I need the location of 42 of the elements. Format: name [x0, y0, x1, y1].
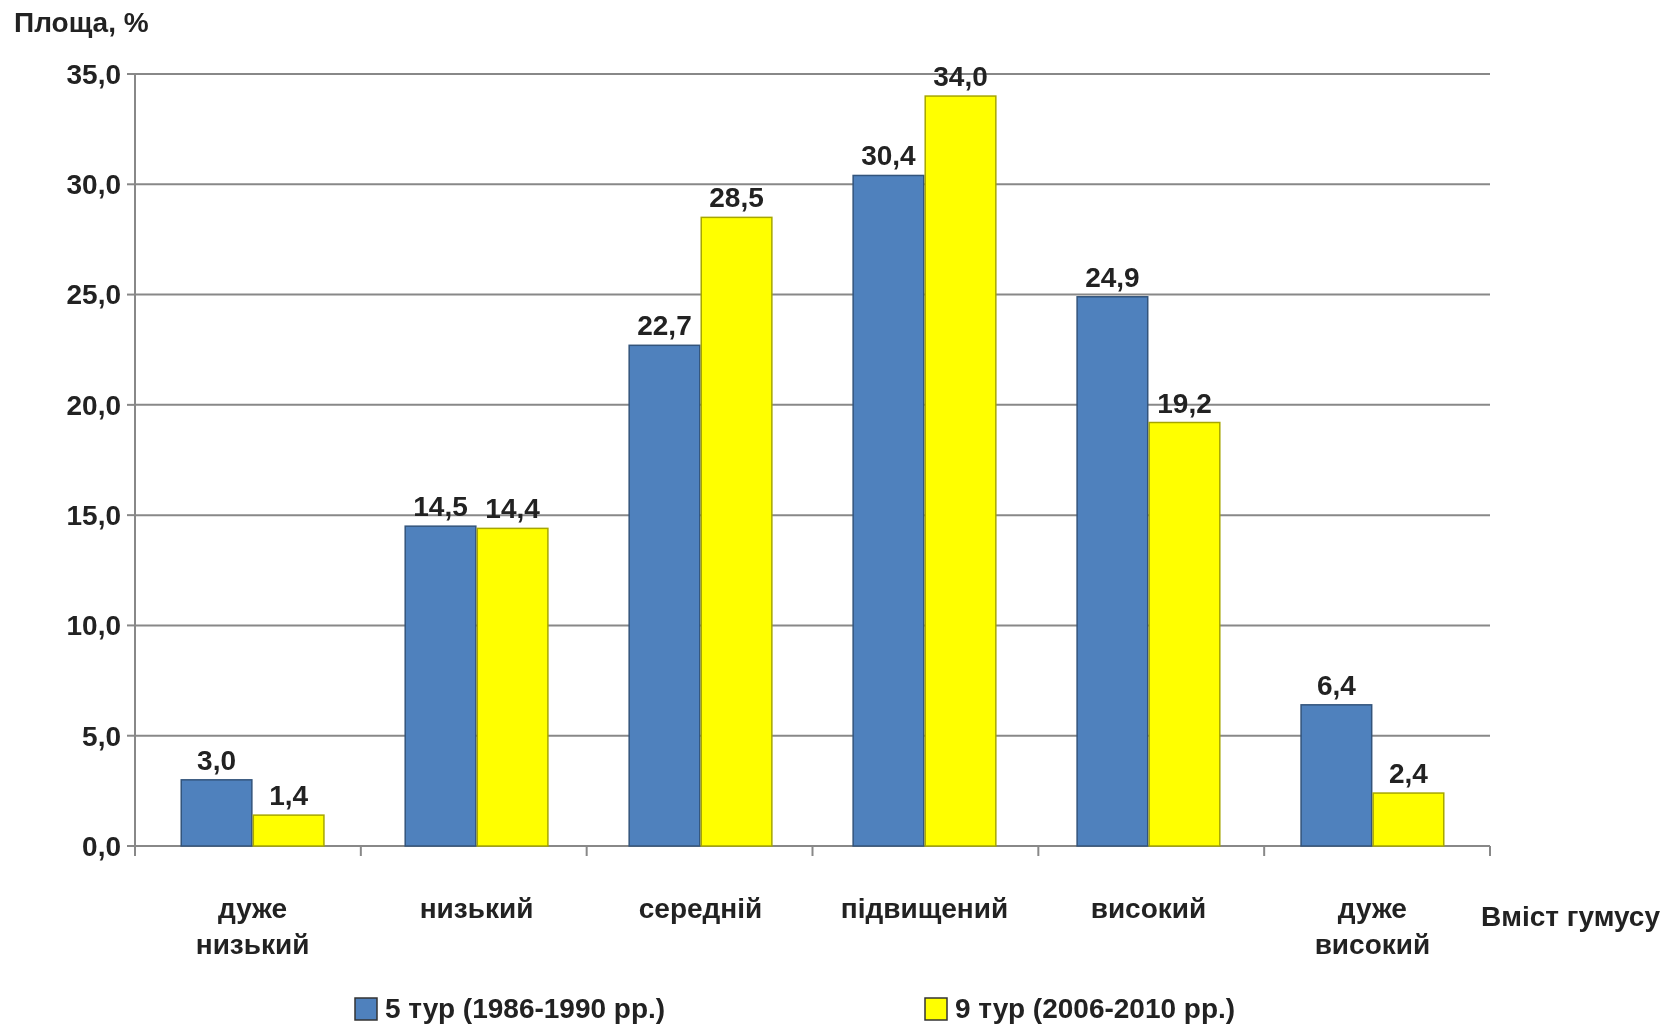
bar	[1372, 792, 1445, 847]
legend-label: 9 тур (2006-2010 рр.)	[955, 993, 1236, 1024]
bar	[252, 814, 325, 847]
data-label: 14,4	[485, 493, 541, 525]
x-tick-label: дуже низький	[195, 893, 310, 960]
bar	[1076, 296, 1149, 847]
y-tick-label: 10,0	[66, 610, 121, 642]
y-axis-title: Площа, %	[14, 7, 149, 38]
data-label: 30,4	[861, 140, 917, 172]
legend-label: 5 тур (1986-1990 рр.)	[385, 993, 666, 1024]
bar	[1148, 421, 1221, 847]
bar	[404, 525, 477, 847]
data-label: 28,5	[709, 182, 764, 214]
data-label: 3,0	[197, 744, 237, 776]
bar	[180, 779, 253, 847]
y-tick-label: 5,0	[82, 720, 121, 752]
bar	[852, 174, 925, 847]
y-tick-label: 15,0	[66, 499, 121, 531]
data-label: 24,9	[1085, 261, 1140, 293]
y-tick-label: 35,0	[66, 58, 121, 90]
x-tick-label: низький	[419, 893, 534, 924]
x-tick-label: середній	[638, 893, 763, 924]
y-tick-label: 30,0	[66, 169, 121, 201]
bar	[476, 527, 549, 847]
x-tick-label: дуже високий	[1314, 893, 1431, 960]
y-tick-label: 0,0	[82, 830, 121, 862]
data-label: 6,4	[1316, 669, 1357, 701]
x-tick-label: підвищений	[840, 893, 1009, 924]
x-axis-title: Вміст гумусу	[1480, 901, 1661, 932]
y-tick-label: 25,0	[66, 279, 121, 311]
x-tick-label: високий	[1090, 893, 1207, 924]
bar	[924, 95, 997, 847]
data-label: 19,2	[1157, 387, 1212, 419]
bar	[628, 344, 701, 847]
data-label: 1,4	[269, 780, 309, 812]
bar	[1300, 704, 1373, 847]
data-label: 22,7	[637, 310, 692, 342]
data-label: 2,4	[1388, 758, 1429, 790]
data-label: 34,0	[933, 61, 988, 93]
bar	[700, 216, 773, 847]
data-label: 14,5	[413, 491, 468, 523]
y-tick-label: 20,0	[66, 389, 121, 421]
